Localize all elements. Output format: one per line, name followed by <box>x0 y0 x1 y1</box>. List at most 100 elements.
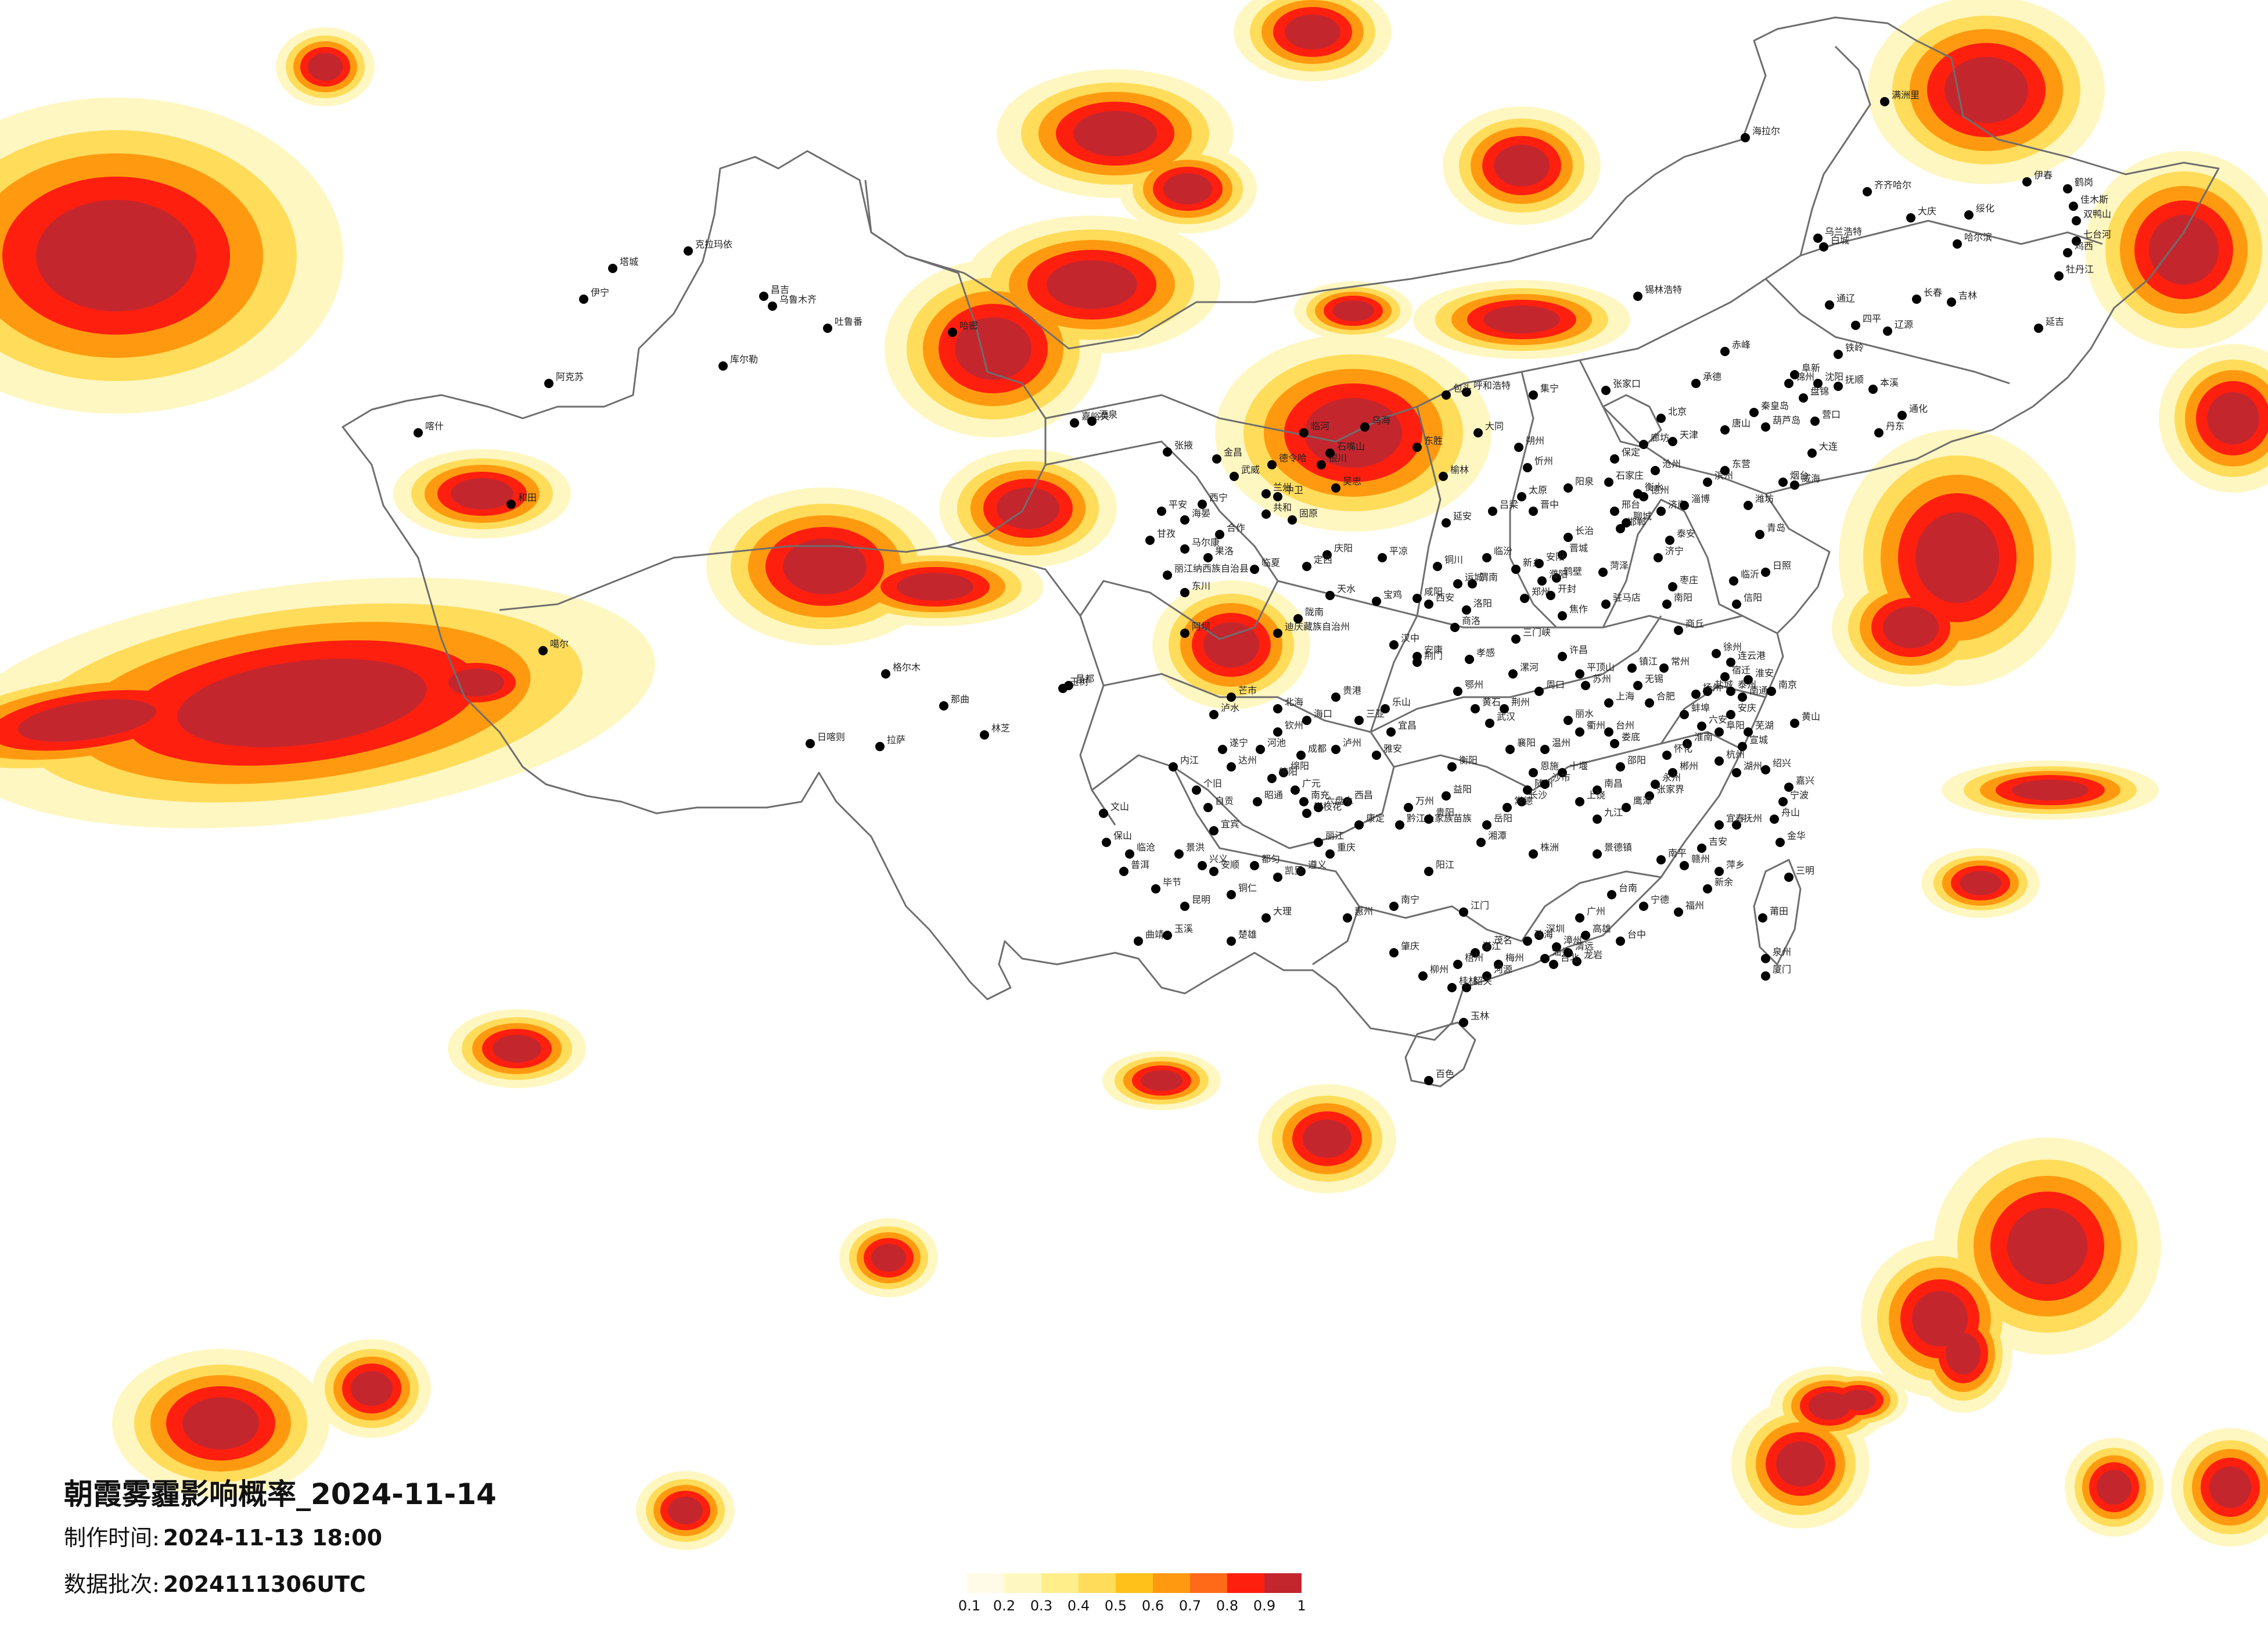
city-label: 郑州 <box>1532 586 1550 597</box>
city-label: 玉树 <box>1070 676 1088 687</box>
city-label: 石家庄 <box>1616 470 1644 481</box>
city-marker: 喀什 <box>414 421 444 437</box>
city-marker: 合肥 <box>1645 691 1675 708</box>
city-label: 庆阳 <box>1334 543 1353 554</box>
city-label: 蚌埠 <box>1691 702 1710 713</box>
city-dot-icon <box>875 742 885 751</box>
city-label: 北海 <box>1285 697 1303 708</box>
city-label: 长春 <box>1924 287 1942 298</box>
city-dot-icon <box>1575 797 1584 806</box>
city-label: 镇江 <box>1639 656 1658 667</box>
city-marker: 玉林 <box>1459 1010 1489 1027</box>
city-dot-icon <box>1726 710 1735 719</box>
city-marker: 平顶山 <box>1575 662 1615 679</box>
haze-probability-region <box>1285 15 1340 49</box>
border-hebei-henan <box>1509 371 1558 629</box>
city-dot-icon <box>1447 983 1457 992</box>
city-dot-icon <box>1125 849 1134 859</box>
city-dot-icon <box>1834 382 1843 391</box>
city-dot-icon <box>2054 271 2064 281</box>
city-dot-icon <box>1703 884 1712 894</box>
city-dot-icon <box>1227 937 1236 946</box>
city-marker: 抚州 <box>1732 813 1762 830</box>
city-dot-icon <box>1726 687 1735 696</box>
city-marker: 株洲 <box>1529 842 1559 859</box>
city-dot-icon <box>1378 553 1387 562</box>
city-label: 张家界 <box>1656 784 1684 795</box>
haze-probability-region <box>182 1397 259 1449</box>
city-dot-icon <box>1552 942 1561 952</box>
city-marker: 黔江土家族苗族 <box>1395 813 1472 830</box>
city-label: 吴忠 <box>1343 476 1361 487</box>
city-marker: 孝感 <box>1465 647 1495 664</box>
haze-probability-region <box>2012 780 2089 801</box>
city-dot-icon <box>1471 948 1480 957</box>
city-label: 锡林浩特 <box>1645 284 1682 295</box>
city-label: 延吉 <box>2046 316 2064 327</box>
city-dot-icon <box>1715 727 1724 737</box>
city-dot-icon <box>1099 809 1108 818</box>
city-dot-icon <box>1616 762 1625 772</box>
city-dot-icon <box>1180 544 1189 554</box>
city-dot-icon <box>1529 768 1538 777</box>
city-dot-icon <box>1354 820 1364 830</box>
city-marker: 海晏 <box>1180 508 1210 525</box>
city-dot-icon <box>1354 716 1364 725</box>
city-dot-icon <box>1299 797 1309 806</box>
city-label: 湛江 <box>1482 941 1501 952</box>
city-dot-icon <box>1218 745 1227 754</box>
city-label: 秦皇岛 <box>1761 400 1789 411</box>
map-title: 朝霞雾霾影响概率_2024-11-14 <box>64 1477 497 1511</box>
city-dot-icon <box>1273 629 1282 638</box>
city-dot-icon <box>1288 515 1297 525</box>
city-marker: 昌都 <box>1064 673 1094 690</box>
city-dot-icon <box>1151 884 1160 894</box>
city-label: 丹东 <box>1886 421 1904 432</box>
city-marker: 安顺 <box>1209 859 1239 876</box>
city-dot-icon <box>1744 727 1753 737</box>
city-label: 南通 <box>1749 685 1768 696</box>
city-label: 内江 <box>1180 755 1199 766</box>
city-marker: 兴义 <box>1198 853 1228 870</box>
city-dot-icon <box>1784 783 1793 792</box>
city-marker: 都匀 <box>1250 853 1280 870</box>
city-marker: 沙市 <box>1540 772 1570 789</box>
city-marker: 齐齐哈尔 <box>1863 180 1911 196</box>
city-marker: 本溪 <box>1868 377 1899 394</box>
city-dot-icon <box>1610 739 1619 748</box>
data-batch-row: 数据批次: 2024111306UTC <box>64 1566 366 1598</box>
colorbar-swatch <box>1227 1573 1264 1593</box>
city-label: 鹤岗 <box>2075 177 2093 188</box>
city-dot-icon <box>1163 447 1172 457</box>
city-marker: 沧州 <box>1651 458 1681 475</box>
city-label: 东川 <box>1192 580 1210 591</box>
city-dot-icon <box>1169 762 1178 772</box>
city-label: 丽江 <box>1325 830 1344 841</box>
city-marker: 太原 <box>1517 485 1547 501</box>
city-marker: 呼和浩特 <box>1462 380 1511 397</box>
city-label: 泸水 <box>1221 702 1239 713</box>
city-dot-icon <box>1163 570 1172 580</box>
city-dot-icon <box>1500 704 1509 713</box>
city-label: 聊城 <box>1633 511 1652 522</box>
city-label: 南阳 <box>1674 592 1692 603</box>
city-dot-icon <box>1610 454 1619 464</box>
city-label: 景洪 <box>1186 842 1205 853</box>
city-dot-icon <box>1389 640 1399 650</box>
city-marker: 桂林 <box>1447 975 1478 992</box>
border-inner-mongolia-south <box>1045 254 1801 443</box>
city-label: 惠州 <box>1354 906 1373 917</box>
haze-probability-region <box>448 669 504 697</box>
city-marker: 连云港 <box>1726 650 1766 667</box>
city-dot-icon <box>1070 418 1079 428</box>
city-label: 临沧 <box>1137 842 1155 853</box>
city-dot-icon <box>1897 411 1907 420</box>
city-label: 晋城 <box>1569 543 1588 554</box>
city-label: 兰州 <box>1273 482 1292 493</box>
city-marker: 宣城 <box>1738 734 1768 751</box>
city-label: 昆明 <box>1192 894 1210 905</box>
city-marker: 唐山 <box>1720 418 1751 435</box>
city-dot-icon <box>1813 234 1823 243</box>
city-dot-icon <box>1267 460 1277 469</box>
